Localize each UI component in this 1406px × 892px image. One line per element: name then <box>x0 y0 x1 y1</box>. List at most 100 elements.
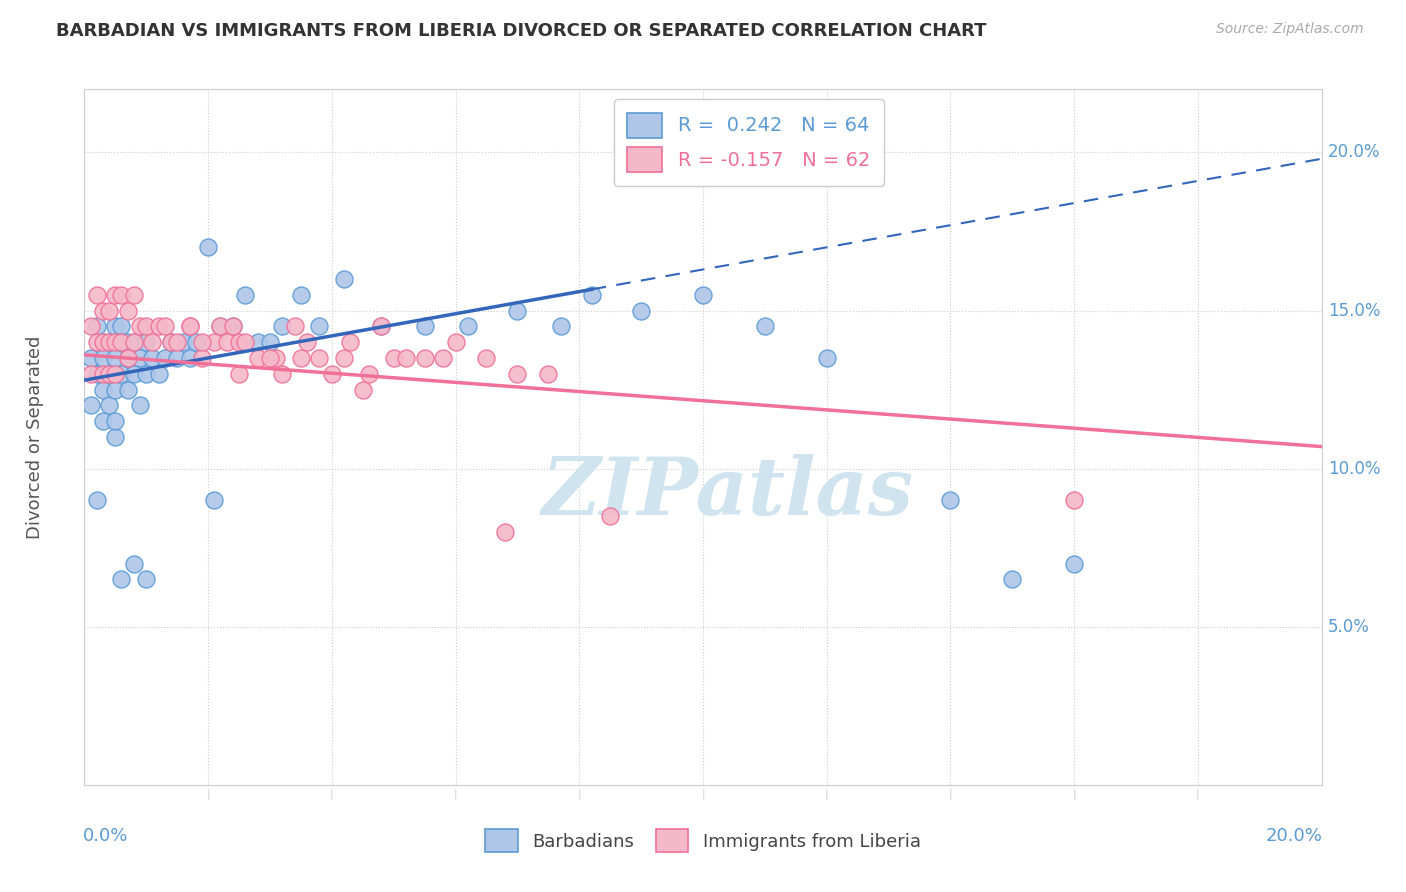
Point <box>104 367 127 381</box>
Point <box>233 287 256 301</box>
Point <box>86 335 108 350</box>
Point <box>191 335 214 350</box>
Point <box>1063 557 1085 571</box>
Point <box>110 335 132 350</box>
Point <box>104 287 127 301</box>
Point <box>104 414 127 428</box>
Point <box>754 319 776 334</box>
Point <box>259 335 281 350</box>
Point <box>110 287 132 301</box>
Point <box>153 351 176 365</box>
Point <box>290 351 312 365</box>
Point <box>166 335 188 350</box>
Point <box>86 493 108 508</box>
Point <box>599 509 621 524</box>
Text: 0.0%: 0.0% <box>83 827 128 845</box>
Point <box>630 303 652 318</box>
Point <box>333 351 356 365</box>
Point <box>79 367 101 381</box>
Point <box>160 335 183 350</box>
Point <box>506 303 529 318</box>
Point <box>506 367 529 381</box>
Point <box>141 335 163 350</box>
Point <box>117 303 139 318</box>
Legend: Barbadians, Immigrants from Liberia: Barbadians, Immigrants from Liberia <box>478 822 928 859</box>
Point <box>98 367 121 381</box>
Point <box>110 573 132 587</box>
Point <box>110 367 132 381</box>
Point <box>86 287 108 301</box>
Point <box>271 367 294 381</box>
Text: Source: ZipAtlas.com: Source: ZipAtlas.com <box>1216 22 1364 37</box>
Point <box>91 303 114 318</box>
Point <box>432 351 454 365</box>
Point <box>79 319 101 334</box>
Point <box>233 335 256 350</box>
Text: 20.0%: 20.0% <box>1327 144 1381 161</box>
Point <box>98 367 121 381</box>
Point <box>284 319 307 334</box>
Point <box>79 351 101 365</box>
Point <box>129 319 152 334</box>
Point <box>357 367 380 381</box>
Point <box>370 319 392 334</box>
Point <box>122 367 145 381</box>
Point <box>209 319 232 334</box>
Text: BARBADIAN VS IMMIGRANTS FROM LIBERIA DIVORCED OR SEPARATED CORRELATION CHART: BARBADIAN VS IMMIGRANTS FROM LIBERIA DIV… <box>56 22 987 40</box>
Point <box>91 335 114 350</box>
Point <box>290 287 312 301</box>
Point <box>135 573 157 587</box>
Point <box>413 351 436 365</box>
Point <box>259 351 281 365</box>
Point <box>413 319 436 334</box>
Point <box>1063 493 1085 508</box>
Point <box>939 493 962 508</box>
Point <box>122 287 145 301</box>
Point <box>215 335 238 350</box>
Point <box>395 351 418 365</box>
Text: |: | <box>1197 789 1199 799</box>
Point <box>122 557 145 571</box>
Point <box>308 351 330 365</box>
Point <box>86 367 108 381</box>
Point <box>197 240 219 254</box>
Point <box>166 351 188 365</box>
Point <box>91 335 114 350</box>
Point <box>184 335 207 350</box>
Point <box>475 351 498 365</box>
Point <box>141 351 163 365</box>
Point <box>117 351 139 365</box>
Point <box>308 319 330 334</box>
Point <box>91 351 114 365</box>
Point <box>86 319 108 334</box>
Point <box>110 335 132 350</box>
Point <box>550 319 572 334</box>
Point <box>209 319 232 334</box>
Point <box>333 272 356 286</box>
Point <box>246 351 269 365</box>
Point <box>271 319 294 334</box>
Text: |: | <box>207 789 209 799</box>
Point <box>202 335 225 350</box>
Point <box>98 335 121 350</box>
Point <box>129 399 152 413</box>
Point <box>104 335 127 350</box>
Point <box>110 319 132 334</box>
Point <box>135 335 157 350</box>
Point <box>457 319 479 334</box>
Point <box>135 319 157 334</box>
Point <box>339 335 361 350</box>
Point <box>160 335 183 350</box>
Point <box>122 335 145 350</box>
Point <box>117 351 139 365</box>
Point <box>228 367 250 381</box>
Text: 10.0%: 10.0% <box>1327 459 1381 478</box>
Point <box>222 319 245 334</box>
Point <box>191 351 214 365</box>
Text: |: | <box>1073 789 1076 799</box>
Point <box>581 287 603 301</box>
Point <box>202 493 225 508</box>
Point <box>179 319 201 334</box>
Point <box>91 414 114 428</box>
Point <box>135 367 157 381</box>
